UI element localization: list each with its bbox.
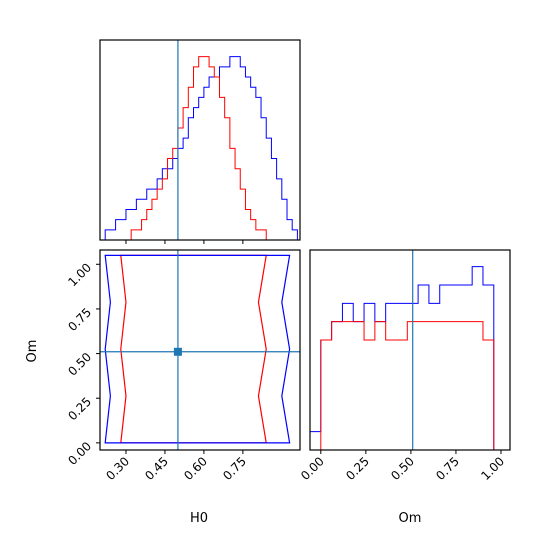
contour-ytick-label-0: 0.00 bbox=[65, 439, 94, 468]
hist-h0-series-0 bbox=[100, 56, 298, 241]
contour-xtick-label-3: 0.75 bbox=[220, 454, 249, 483]
contour-outline-0 bbox=[120, 254, 267, 444]
contour-ytick-label-3: 0.75 bbox=[65, 305, 94, 334]
hist-om-frame bbox=[309, 249, 511, 451]
hist-h0-frame bbox=[99, 39, 301, 241]
hist-om-xtick-label-3: 0.75 bbox=[433, 454, 462, 483]
panel-h0-om-contour: 0.30 0.45 0.60 0.75 0.00 0.25 0.50 0.75 1.00 bbox=[65, 249, 301, 483]
panel-h0-histogram bbox=[99, 39, 301, 244]
hist-om-xtick-label-1: 0.25 bbox=[343, 454, 372, 483]
contour-ytick-label-2: 0.50 bbox=[65, 350, 94, 379]
contour-ytick-label-1: 0.25 bbox=[65, 394, 94, 423]
contour-ytick-label-4: 1.00 bbox=[65, 261, 94, 290]
hist-om-series-1 bbox=[310, 321, 505, 451]
hist-om-xtick-label-0: 0.00 bbox=[298, 454, 327, 483]
hist-h0-series-1 bbox=[100, 56, 298, 241]
hist-om-xtick-label-4: 1.00 bbox=[478, 454, 507, 483]
hist-om-xtick-label-2: 0.50 bbox=[388, 454, 417, 483]
panel-om-histogram: 0.00 0.25 0.50 0.75 1.00 bbox=[298, 249, 511, 483]
x-axis-label-h0: H0 bbox=[190, 511, 208, 526]
contour-xtick-label-0: 0.30 bbox=[103, 454, 132, 483]
contour-frame bbox=[99, 249, 301, 451]
contour-truth-marker bbox=[173, 347, 182, 356]
x-axis-label-om: Om bbox=[399, 511, 422, 526]
hist-om-series-0 bbox=[309, 266, 505, 451]
y-axis-label-om: Om bbox=[25, 340, 40, 363]
contour-xtick-label-1: 0.45 bbox=[142, 454, 171, 483]
contour-xtick-label-2: 0.60 bbox=[181, 454, 210, 483]
contour-outline-1 bbox=[104, 254, 291, 444]
